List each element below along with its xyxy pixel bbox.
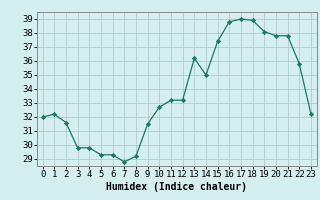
X-axis label: Humidex (Indice chaleur): Humidex (Indice chaleur) bbox=[106, 182, 247, 192]
